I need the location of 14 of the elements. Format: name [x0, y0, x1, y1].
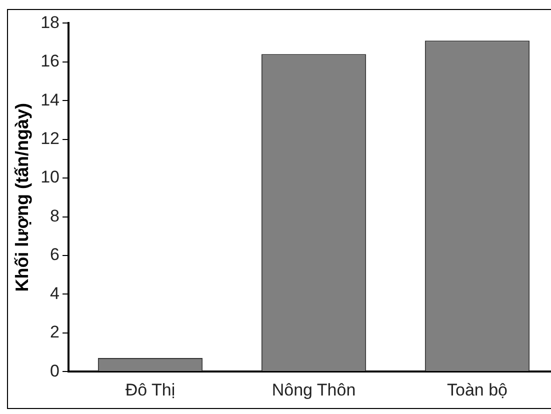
- y-axis-title: Khối lượng (tấn/ngày): [12, 102, 32, 292]
- y-tick-label: 12: [40, 129, 60, 148]
- y-tick-label: 0: [50, 361, 60, 380]
- y-tick-label: 16: [40, 52, 60, 71]
- x-tick-label: Nông Thôn: [272, 380, 356, 400]
- y-tick-label: 14: [40, 90, 60, 110]
- x-tick-label: Đô Thị: [125, 380, 176, 400]
- y-tick-label: 10: [40, 168, 60, 187]
- x-tick-label: Toàn bộ: [447, 380, 508, 400]
- y-tick-label: 2: [50, 322, 60, 342]
- y-tick-label: 4: [50, 284, 60, 303]
- y-tick-label: 18: [40, 12, 60, 32]
- y-tick-label: 8: [50, 206, 60, 226]
- y-tick-label: 6: [50, 245, 60, 264]
